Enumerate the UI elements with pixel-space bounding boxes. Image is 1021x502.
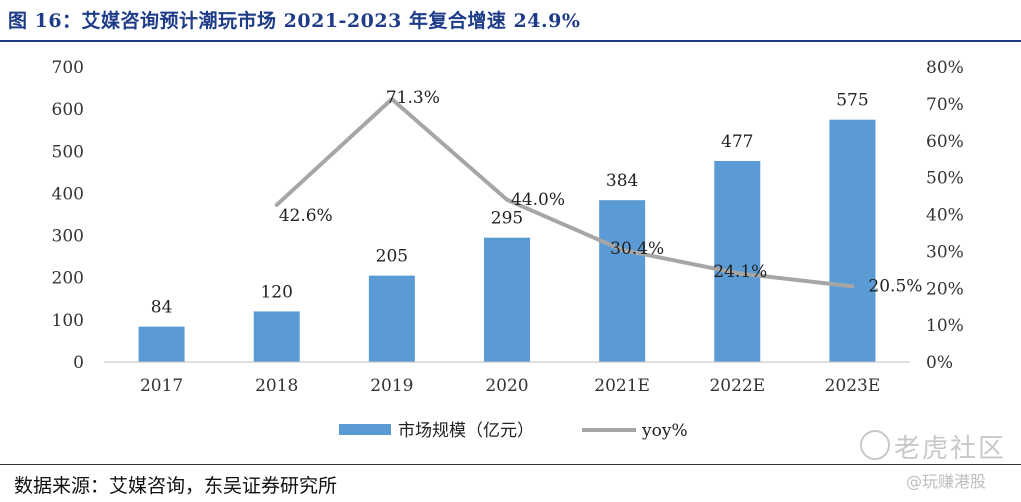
x-tick-label: 2018: [255, 376, 298, 396]
x-tick-label: 2019: [370, 376, 413, 396]
bar: [368, 275, 415, 362]
bar-value-label: 84: [151, 298, 173, 318]
bar: [829, 119, 876, 362]
bar: [253, 311, 300, 362]
x-tick-label: 2023E: [825, 376, 881, 396]
line-value-label: 71.3%: [386, 88, 440, 108]
x-tick-label: 2021E: [594, 376, 650, 396]
y-left-tick-label: 200: [52, 269, 84, 289]
title-rule: [0, 40, 1021, 42]
y-left-tick-label: 100: [52, 311, 84, 331]
line-value-label: 42.6%: [279, 206, 333, 226]
legend-label-bar: 市场规模（亿元）: [398, 421, 534, 441]
y-right-tick-label: 30%: [926, 242, 964, 262]
y-right-tick-label: 60%: [926, 132, 964, 152]
bar-value-label: 295: [491, 209, 523, 229]
bar-value-label: 384: [606, 171, 638, 191]
source-rule: [0, 464, 1021, 465]
y-right-tick-label: 70%: [926, 95, 964, 115]
line-value-label: 44.0%: [511, 190, 565, 210]
line-value-label: 30.4%: [610, 239, 664, 259]
y-left-tick-label: 300: [52, 227, 84, 247]
y-right-tick-label: 50%: [926, 169, 964, 189]
y-left-tick-label: 700: [52, 58, 84, 78]
line-value-label: 24.1%: [713, 262, 767, 282]
x-tick-label: 2020: [485, 376, 528, 396]
legend-label-line: yoy%: [641, 421, 688, 441]
figure-title: 图 16：艾媒咨询预计潮玩市场 2021-2023 年复合增速 24.9%: [8, 10, 581, 32]
bar: [714, 160, 761, 362]
bar: [484, 237, 530, 362]
y-left-tick-label: 500: [52, 142, 84, 162]
y-left-tick-label: 400: [52, 184, 84, 204]
y-right-tick-label: 80%: [926, 58, 964, 78]
bar-value-label: 575: [836, 91, 868, 111]
bar-value-label: 205: [376, 247, 408, 267]
y-left-tick-label: 0: [73, 353, 84, 373]
yoy-line: [274, 97, 855, 289]
x-tick-label: 2017: [140, 376, 183, 396]
watermark-handle: @玩赚港股: [906, 472, 987, 491]
legend-swatch-bar: [339, 424, 391, 435]
source-note: 数据来源：艾媒咨询，东吴证券研究所: [14, 475, 338, 497]
y-right-tick-label: 40%: [926, 206, 964, 226]
bar-value-label: 120: [260, 282, 292, 302]
watermark-brand: 老虎社区: [894, 434, 1007, 464]
bar: [138, 326, 185, 362]
bar-value-label: 477: [721, 132, 753, 152]
y-right-tick-label: 20%: [926, 279, 964, 299]
watermark-logo-icon: [860, 430, 890, 460]
y-right-tick-label: 10%: [926, 316, 964, 336]
y-right-tick-label: 0%: [926, 353, 953, 373]
x-tick-label: 2022E: [709, 376, 765, 396]
y-left-tick-label: 600: [52, 100, 84, 120]
bar: [599, 200, 646, 362]
line-value-label: 20.5%: [868, 276, 922, 296]
